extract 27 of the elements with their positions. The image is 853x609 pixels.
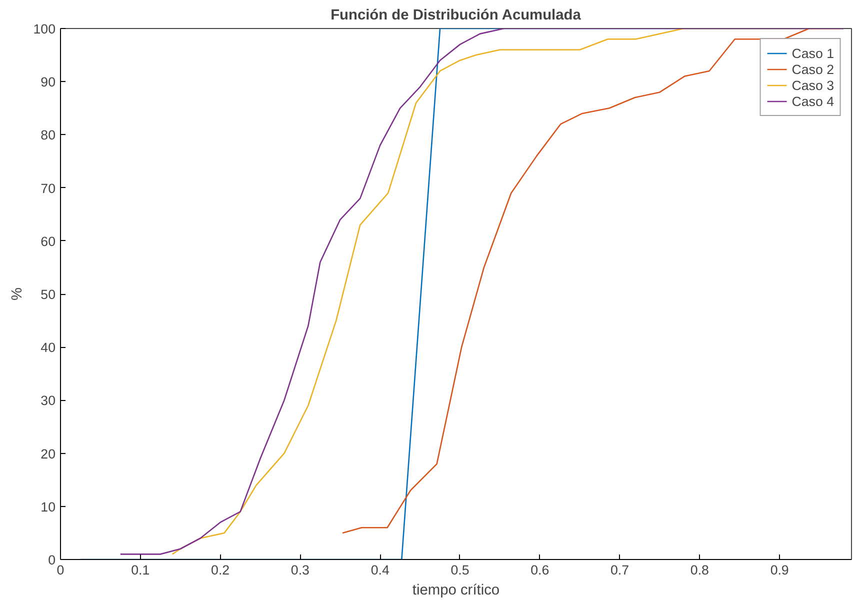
x-tick-label: 0.5: [450, 562, 470, 578]
legend-label: Caso 4: [792, 93, 834, 109]
y-tick-label: 60: [40, 234, 56, 249]
legend-label: Caso 2: [792, 61, 834, 77]
y-tick-label: 30: [40, 393, 56, 408]
x-tick-label: 0.1: [131, 562, 150, 578]
x-tick-label: 0.8: [690, 562, 709, 578]
x-axis-title: tiempo crítico: [412, 582, 500, 598]
y-tick-label: 20: [40, 446, 56, 462]
legend-label: Caso 1: [792, 45, 834, 61]
y-tick-label: 0: [48, 552, 56, 568]
y-axis-title: %: [9, 287, 26, 301]
x-tick-label: 0.3: [290, 562, 310, 578]
x-tick-label: 0.2: [211, 562, 230, 578]
y-tick-label: 10: [40, 499, 56, 514]
y-tick-label: 70: [40, 180, 56, 196]
x-tick-label: 0.6: [530, 562, 550, 578]
y-tick-label: 50: [40, 287, 56, 302]
y-tick-label: 40: [40, 340, 56, 356]
legend-label: Caso 3: [792, 77, 834, 93]
y-tick-label: 80: [40, 128, 56, 143]
x-tick-label: 0.9: [770, 562, 789, 578]
chart-title: Función de Distribución Acumulada: [330, 8, 582, 24]
y-tick-label: 100: [33, 22, 56, 36]
x-tick-label: 0.7: [610, 562, 630, 578]
y-tick-label: 90: [40, 74, 56, 90]
x-tick-label: 0.4: [370, 562, 390, 578]
